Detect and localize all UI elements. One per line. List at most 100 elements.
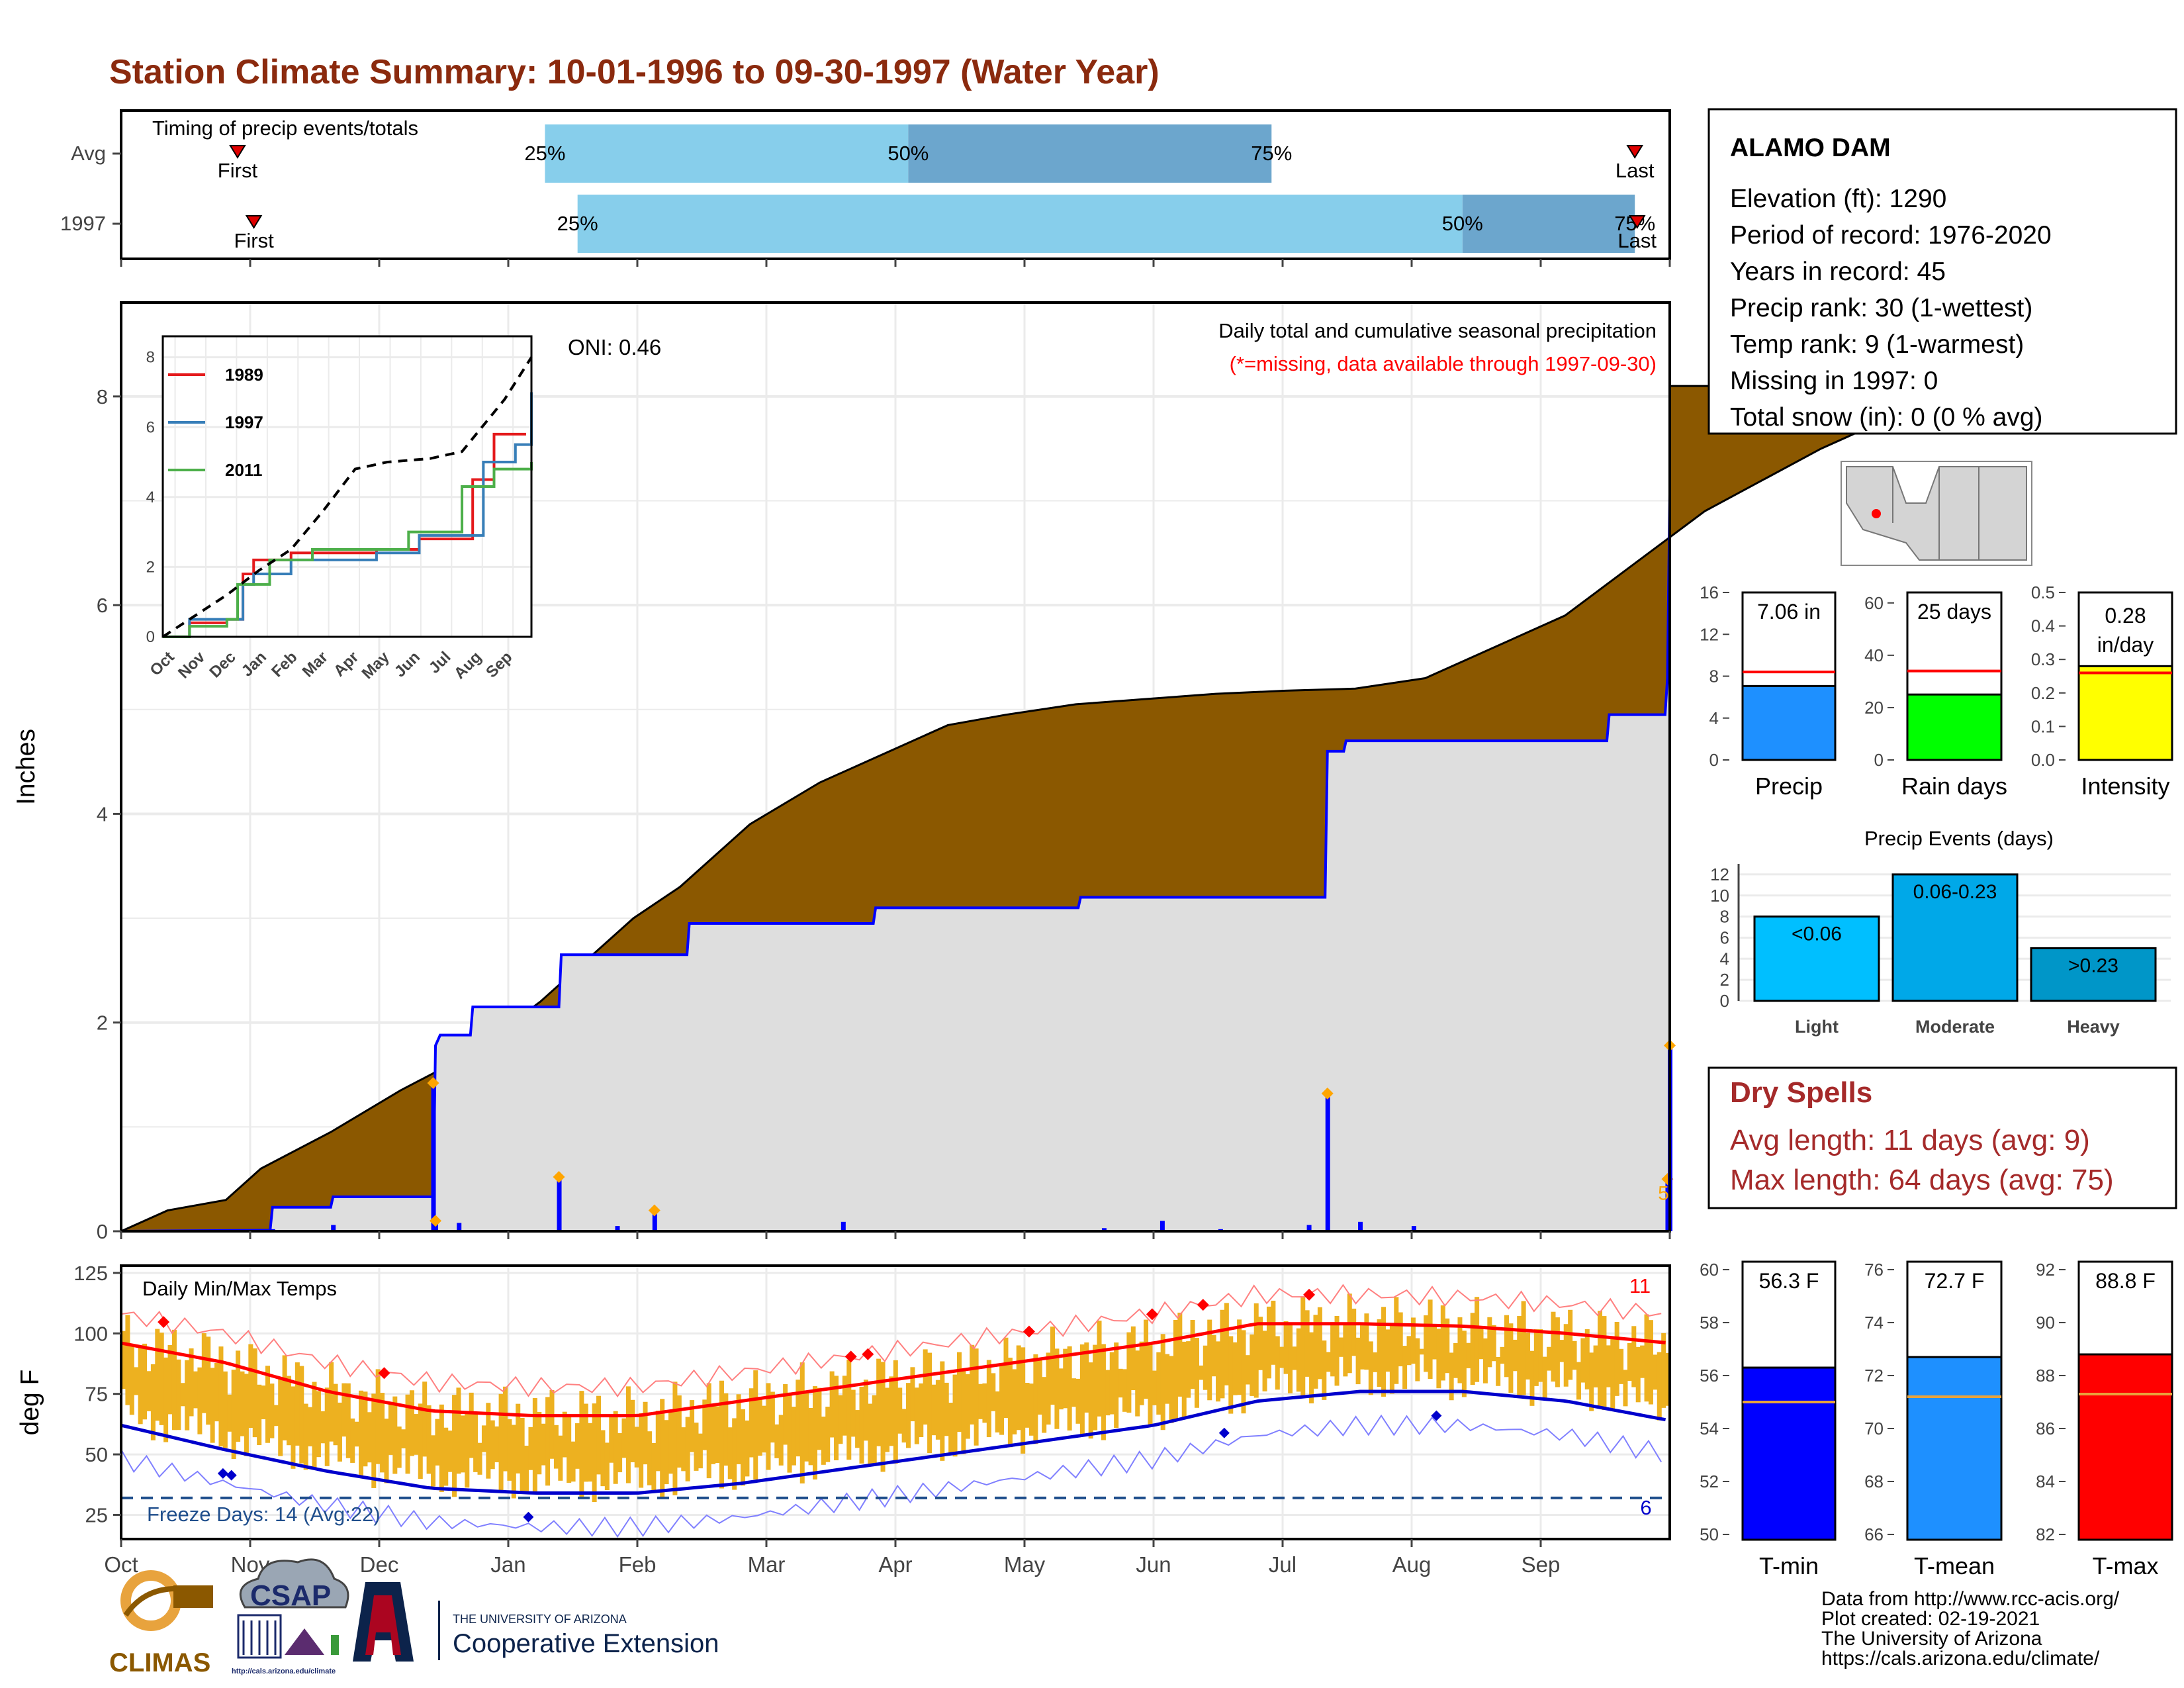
- oni-label: ONI: 0.46: [568, 335, 661, 359]
- timing-bar-50-75: [908, 124, 1272, 183]
- mini-bar-ytick-label: 70: [1864, 1419, 1884, 1438]
- daily-temp-bar: [952, 1374, 958, 1457]
- daily-temp-bar: [1508, 1323, 1514, 1393]
- daily-temp-bar: [1037, 1359, 1042, 1415]
- climas-logo: CLIMAS: [109, 1570, 213, 1677]
- mini-bar-label: T-min: [1759, 1552, 1819, 1579]
- daily-temp-bar: [745, 1420, 750, 1477]
- daily-temp-bar: [435, 1419, 440, 1466]
- dry-spells-max-length: Max length: 64 days (avg: 75): [1730, 1164, 2114, 1196]
- daily-temp-bar: [1623, 1370, 1628, 1407]
- daily-temp-bar: [287, 1376, 292, 1446]
- mini-bar-label: Intensity: [2081, 773, 2169, 800]
- daily-temp-bar: [639, 1413, 644, 1488]
- daily-temp-bar: [244, 1374, 249, 1456]
- daily-precip-bar: [1160, 1221, 1165, 1231]
- daily-temp-bar: [986, 1360, 991, 1438]
- daily-temp-bar: [1292, 1346, 1297, 1370]
- daily-temp-bar: [465, 1413, 470, 1488]
- record-high-line: [120, 1284, 1662, 1398]
- daily-temp-bar: [579, 1391, 584, 1499]
- mini-bar-label: Precip: [1755, 773, 1823, 800]
- daily-temp-bar: [1050, 1326, 1056, 1405]
- daily-precip-bar: [652, 1210, 657, 1231]
- record-low-marker: [1218, 1427, 1230, 1438]
- station-precip-rank: Precip rank: 30 (1-wettest): [1730, 294, 2032, 322]
- events-bar-label: >0.23: [2068, 955, 2118, 976]
- daily-temp-bar: [1063, 1348, 1068, 1409]
- daily-temp-bar: [1644, 1314, 1649, 1402]
- csap-logo-text: CSAP: [250, 1579, 331, 1612]
- daily-temp-bar: [1241, 1330, 1246, 1414]
- daily-temp-bar: [604, 1442, 610, 1491]
- daily-temp-bar: [1250, 1334, 1255, 1396]
- daily-temp-bar: [1190, 1319, 1195, 1389]
- daily-temp-bar: [855, 1410, 860, 1448]
- daily-temp-bar: [948, 1402, 954, 1453]
- daily-precip-bar: [557, 1177, 562, 1231]
- daily-temp-bar: [868, 1403, 873, 1465]
- daily-temp-bar: [1343, 1324, 1348, 1377]
- daily-temp-bar: [906, 1383, 911, 1448]
- daily-temp-bar: [142, 1343, 148, 1420]
- freeze-days-label: Freeze Days: 14 (Avg:22): [147, 1503, 381, 1526]
- daily-temp-bar: [1322, 1340, 1327, 1400]
- daily-temp-bar: [545, 1397, 551, 1486]
- daily-temp-bar: [189, 1348, 194, 1417]
- daily-temp-bar: [1021, 1347, 1026, 1454]
- daily-temp-bar: [185, 1360, 190, 1430]
- daily-temp-bar: [1487, 1317, 1492, 1368]
- daily-temp-bar: [690, 1400, 695, 1452]
- daily-temp-bar: [1661, 1333, 1666, 1408]
- daily-temp-bar: [401, 1429, 406, 1448]
- daily-temp-bar: [956, 1352, 962, 1432]
- daily-temp-bar: [1648, 1320, 1653, 1405]
- daily-temp-bar: [897, 1387, 903, 1434]
- mini-bar-ytick-label: 76: [1864, 1260, 1884, 1280]
- heavy-precip-marker: [553, 1171, 565, 1184]
- daily-temp-bar: [804, 1391, 809, 1462]
- daily-temp-bar: [532, 1398, 537, 1493]
- cooperative-extension: Cooperative Extension: [453, 1629, 719, 1658]
- daily-temp-bar: [320, 1411, 326, 1444]
- mini-bar-ytick-label: 20: [1864, 698, 1884, 718]
- daily-temp-bar: [1266, 1306, 1271, 1379]
- events-ytick-label: 8: [1720, 907, 1729, 927]
- events-bar: [1891, 873, 2019, 1002]
- daily-temp-bar: [706, 1383, 711, 1479]
- daily-temp-bar: [1665, 1352, 1670, 1406]
- daily-temp-bar: [796, 1380, 801, 1457]
- daily-precip-bar: [431, 1083, 436, 1231]
- daily-temp-bar: [502, 1386, 508, 1472]
- daily-temp-bar: [749, 1388, 754, 1458]
- footer-website: https://cals.arizona.edu/climate/: [1821, 1648, 2100, 1669]
- mini-bar-ytick-label: 60: [1864, 593, 1884, 613]
- mini-bar-value-label: 88.8 F: [2095, 1269, 2156, 1293]
- mini-bar-label: T-max: [2092, 1552, 2158, 1579]
- daily-temp-bar: [1075, 1378, 1081, 1424]
- events-ytick-label: 2: [1720, 970, 1729, 990]
- daily-temp-bar: [1517, 1316, 1522, 1397]
- daily-temp-bar: [498, 1393, 504, 1491]
- daily-temp-bar: [1203, 1345, 1208, 1390]
- main-ytick-label: 0: [97, 1220, 108, 1243]
- daily-temp-bar: [1148, 1342, 1153, 1427]
- daily-precip-bar: [1358, 1221, 1363, 1231]
- daily-temp-bar: [345, 1383, 351, 1458]
- daily-temp-bar: [363, 1391, 368, 1467]
- daily-temp-bar: [1657, 1352, 1662, 1421]
- daily-temp-bar: [1169, 1356, 1174, 1423]
- inset-avg-line: [161, 356, 533, 638]
- station-elevation: Elevation (ft): 1290: [1730, 185, 1946, 213]
- daily-temp-bar: [651, 1442, 657, 1491]
- daily-temp-bar: [299, 1366, 304, 1464]
- daily-temp-bar: [524, 1445, 529, 1492]
- record-high-marker: [1146, 1308, 1158, 1321]
- daily-temp-bar: [727, 1427, 733, 1479]
- daily-temp-bar: [1631, 1326, 1637, 1387]
- daily-temp-bar: [1084, 1342, 1089, 1413]
- daily-temp-bar: [1012, 1369, 1017, 1434]
- daily-temp-bar: [672, 1382, 678, 1495]
- daily-temp-bar: [201, 1333, 206, 1413]
- mini-bar-value: [1906, 693, 2003, 761]
